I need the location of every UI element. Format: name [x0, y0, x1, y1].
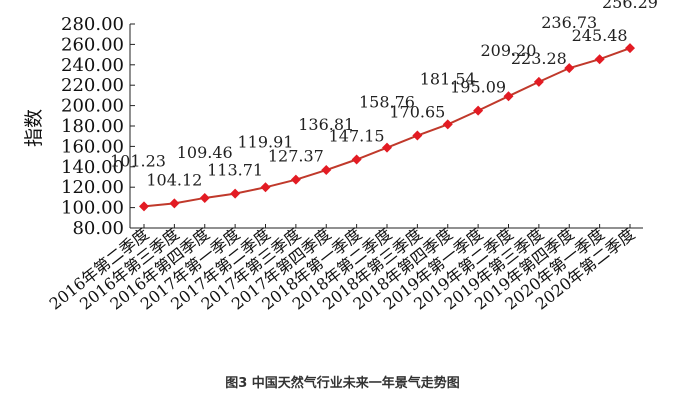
x-axis	[130, 224, 643, 229]
y-tick-label: 280.00	[61, 14, 124, 35]
y-axis-label: 指数	[23, 109, 45, 147]
data-label: 104.12	[146, 170, 202, 189]
data-point	[230, 188, 241, 199]
data-label: 113.71	[207, 161, 263, 180]
data-label: 101.23	[110, 151, 166, 170]
y-tick-label: 220.00	[61, 75, 124, 96]
data-point	[473, 105, 484, 116]
data-point	[321, 165, 332, 176]
data-label: 170.65	[389, 103, 445, 122]
data-point	[594, 54, 605, 65]
data-point	[169, 198, 180, 209]
y-tick-label: 200.00	[61, 96, 124, 117]
data-point	[351, 154, 362, 165]
data-point	[503, 91, 514, 102]
y-tick-label: 260.00	[61, 34, 124, 55]
data-point	[564, 63, 575, 74]
data-label: 245.48	[572, 26, 628, 45]
data-label: 127.37	[268, 147, 324, 166]
figure-caption: 图3 中国天然气行业未来一年景气走势图	[225, 376, 460, 391]
data-point	[290, 174, 301, 185]
data-label: 181.54	[420, 69, 476, 88]
y-tick-label: 240.00	[61, 55, 124, 76]
y-tick-label: 80.00	[72, 218, 124, 239]
data-point	[139, 201, 149, 212]
data-point	[625, 43, 635, 54]
data-label: 136.81	[298, 115, 354, 134]
data-label: 195.09	[450, 78, 506, 97]
series-line	[143, 47, 631, 208]
y-tick-label: 120.00	[61, 177, 124, 198]
data-label: 158.76	[359, 93, 415, 112]
y-tick-label: 140.00	[61, 157, 124, 178]
y-tick-label: 100.00	[61, 198, 124, 219]
data-label: 109.46	[177, 143, 233, 162]
y-axis: 80.00100.00120.00140.00160.00180.00200.0…	[61, 14, 135, 239]
data-label: 119.91	[238, 132, 294, 151]
data-point	[199, 192, 210, 203]
data-point	[382, 142, 392, 153]
data-point	[260, 182, 271, 193]
data-point	[533, 76, 544, 87]
data-label: 147.15	[329, 127, 385, 146]
data-label: 256.29	[602, 0, 658, 12]
data-label: 209.20	[481, 41, 537, 60]
data-label: 236.73	[541, 13, 597, 32]
data-point	[412, 130, 423, 141]
line-chart: 80.00100.00120.00140.00160.00180.00200.0…	[23, 0, 658, 313]
series-index	[139, 43, 635, 212]
data-label: 223.28	[511, 49, 567, 68]
y-tick-label: 180.00	[61, 116, 124, 137]
data-point	[442, 119, 453, 130]
x-tick-labels: 2016年第二季度2016年第三季度2016年第四季度2017年第一季度2017…	[46, 224, 639, 313]
y-tick-label: 160.00	[61, 136, 124, 157]
